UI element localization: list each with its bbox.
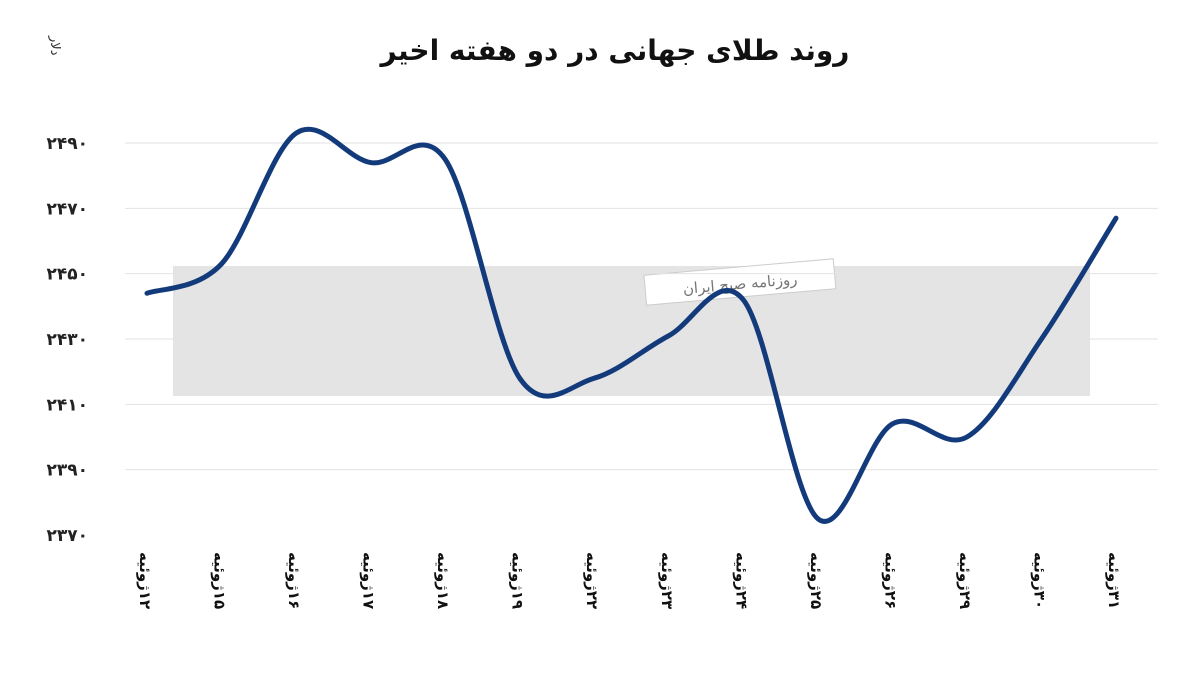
x-tick-label: ۲۹ژوئیه: [956, 552, 974, 609]
x-tick-label: ۱۹ژوئیه: [509, 552, 527, 609]
x-tick-label: ۲۶ژوئیه: [881, 552, 899, 609]
x-tick-label: ۲۳ژوئیه: [658, 552, 676, 609]
y-tick-label: ۲۳۹۰: [46, 461, 88, 481]
x-tick-label: ۳۰ژوئیه: [1030, 552, 1048, 609]
x-tick-label: ۱۸ژوئیه: [434, 552, 452, 609]
chart-title: روند طلای جهانی در دو هفته اخیر: [380, 34, 850, 67]
y-tick-label: ۲۳۷۰: [46, 526, 88, 546]
x-tick-label: ۱۵ژوئیه: [211, 552, 229, 609]
x-tick-label: ۳۱ژوئیه: [1105, 552, 1123, 609]
y-tick-label: ۲۴۹۰: [46, 134, 88, 154]
x-tick-label: ۱۶ژوئیه: [285, 552, 303, 609]
y-tick-label: ۲۴۵۰: [46, 265, 88, 285]
watermark-band: [173, 266, 1090, 396]
x-tick-label: ۲۲ژوئیه: [583, 552, 601, 609]
x-tick-label: ۱۷ژوئیه: [360, 552, 378, 609]
x-tick-label: ۲۴ژوئیه: [732, 552, 750, 609]
x-tick-label: ۱۲ژوئیه: [136, 552, 154, 609]
y-tick-label: ۲۴۷۰: [46, 199, 88, 219]
x-tick-label: ۲۵ژوئیه: [807, 552, 825, 609]
y-tick-label: ۲۴۱۰: [46, 395, 88, 415]
y-tick-label: ۲۴۳۰: [46, 330, 88, 350]
price-line: [144, 126, 1119, 524]
